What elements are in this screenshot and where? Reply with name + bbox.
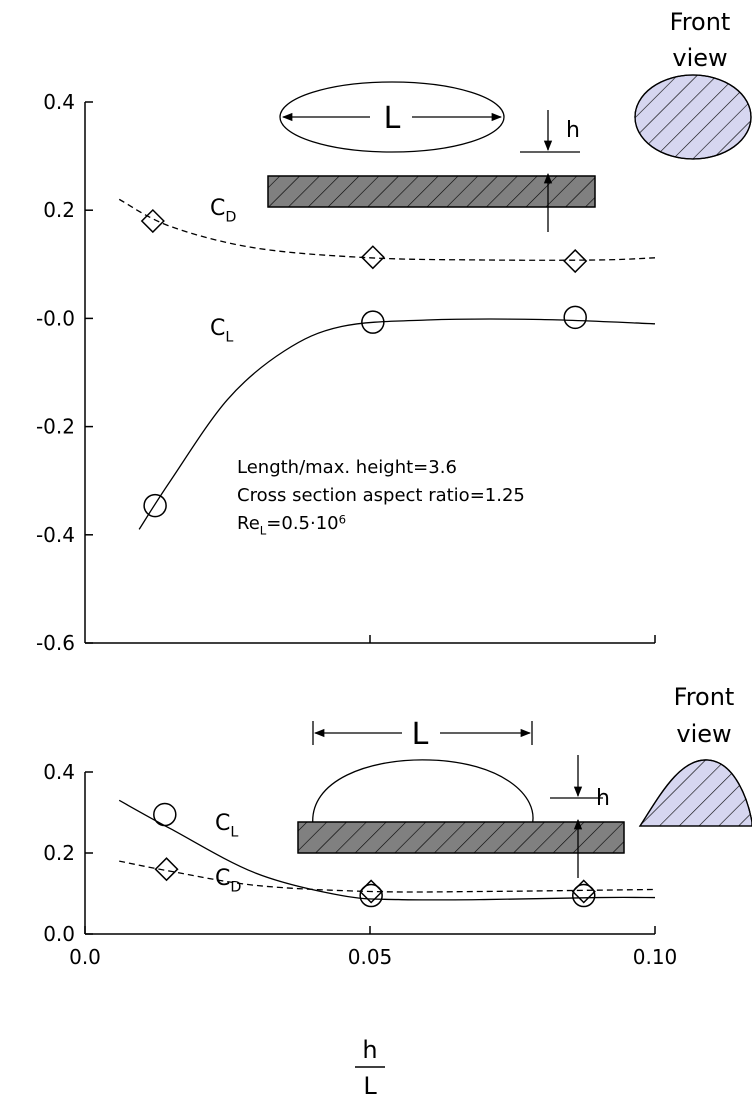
x-tick-label: 0.0 xyxy=(69,945,101,969)
curve-label-part: L xyxy=(225,330,233,346)
front-view-label: Front xyxy=(674,683,735,711)
length-label: L xyxy=(412,717,429,752)
y-tick-label: -0.2 xyxy=(36,415,75,439)
x-tick-label: 0.10 xyxy=(633,945,678,969)
y-tick-label: -0.4 xyxy=(36,523,75,547)
front-view-label: view xyxy=(672,44,727,72)
height-label: h xyxy=(596,786,610,811)
curve xyxy=(119,861,655,892)
annotation: Length/max. height=3.6 xyxy=(237,457,457,478)
curve-label-part: C xyxy=(210,196,225,221)
curve-label: CD xyxy=(210,196,236,226)
front-view-label: view xyxy=(676,720,731,748)
curve-label-part: D xyxy=(225,210,236,226)
annotation-part: Re xyxy=(237,513,260,534)
top-diagram xyxy=(268,75,751,232)
circle-marker xyxy=(564,306,586,328)
curve-label: CL xyxy=(215,811,238,841)
y-tick-label: -0.6 xyxy=(36,631,75,655)
chart: L h Front view L h Front view h L 0.4 0.2… xyxy=(0,0,752,1100)
curve-label: CL xyxy=(210,316,233,346)
y-tick-label: 0.2 xyxy=(43,841,75,865)
circle-marker xyxy=(154,804,176,826)
curve-label-part: D xyxy=(230,880,241,896)
x-tick-label: 0.05 xyxy=(348,945,393,969)
curve-label-part: L xyxy=(230,825,238,841)
y-tick-label: -0.0 xyxy=(36,306,75,330)
curve-label-part: C xyxy=(215,866,230,891)
curve-label-part: C xyxy=(210,316,225,341)
annotation: ReL=0.5·106 xyxy=(237,513,346,538)
height-label: h xyxy=(566,118,580,143)
annotation: Cross section aspect ratio=1.25 xyxy=(237,485,525,506)
circle-marker xyxy=(144,495,166,517)
y-tick-label: 0.2 xyxy=(43,198,75,222)
curve-label-part: C xyxy=(215,811,230,836)
length-label: L xyxy=(384,101,401,136)
annotation-part: 6 xyxy=(339,513,346,527)
y-tick-label: 0.4 xyxy=(43,760,75,784)
diamond-marker xyxy=(564,250,586,272)
x-axis-label: h xyxy=(362,1036,377,1064)
y-tick-label: 0.0 xyxy=(43,922,75,946)
diamond-marker xyxy=(573,880,595,902)
curve-label: CD xyxy=(215,866,241,896)
y-tick-label: 0.4 xyxy=(43,90,75,114)
x-axis-label: L xyxy=(363,1072,377,1100)
annotation-part: =0.5·10 xyxy=(266,513,338,534)
diamond-marker xyxy=(142,210,164,232)
front-view-label: Front xyxy=(670,8,731,36)
